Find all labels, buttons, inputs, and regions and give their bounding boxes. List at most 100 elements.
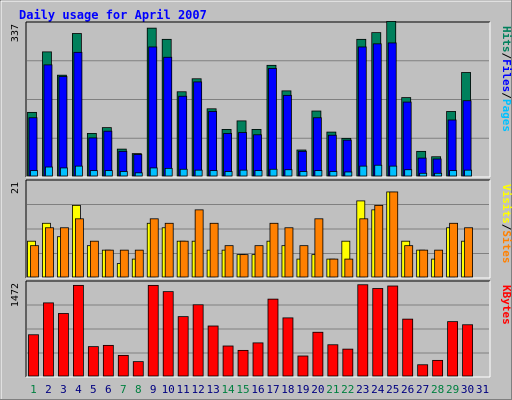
pages-bar: [314, 170, 323, 177]
x-tick-label: 19: [296, 383, 309, 396]
x-tick-label: 3: [60, 383, 67, 396]
pages-bar: [344, 171, 353, 177]
pages-bar: [209, 170, 218, 177]
legend-sites: Sites: [500, 230, 512, 263]
kbytes-bar: [162, 291, 174, 377]
kbytes-bar: [117, 354, 129, 377]
kbytes-bar: [207, 325, 219, 377]
pages-bar: [464, 169, 472, 177]
sites-bar: [359, 218, 369, 278]
chart-title: Daily usage for April 2007: [19, 8, 207, 22]
x-tick-label: 14: [221, 383, 235, 396]
kbytes-bar: [357, 284, 369, 377]
kbytes-bar: [297, 355, 309, 377]
x-tick-label: 7: [120, 383, 127, 396]
files-bar: [238, 132, 247, 177]
files-bar: [28, 117, 38, 177]
x-tick-label: 30: [461, 383, 474, 396]
files-bar: [462, 100, 472, 177]
files-bar: [268, 68, 277, 177]
x-tick-label: 31: [476, 383, 489, 396]
sites-bar: [224, 245, 234, 278]
pages-bar: [329, 171, 338, 177]
x-tick-label: 15: [236, 383, 249, 396]
sites-bar: [134, 249, 144, 278]
files-bar: [342, 139, 352, 177]
ymax-label-hits: 337: [10, 24, 21, 42]
legend-hits-files-pages: Hits/Files/Pages: [500, 26, 512, 132]
kbytes-bar: [222, 345, 234, 377]
pages-bar: [164, 167, 173, 177]
kbytes-bar: [58, 313, 69, 377]
x-tick-label: 23: [356, 383, 369, 396]
kbytes-bar: [372, 288, 384, 377]
files-bar: [402, 101, 412, 177]
pages-bar: [75, 165, 83, 177]
legend-kbytes: KBytes: [500, 285, 512, 325]
legend-visits: Visits: [500, 184, 512, 224]
sites-bar: [269, 222, 279, 278]
sites-bar: [194, 209, 204, 278]
files-bar: [103, 130, 113, 177]
x-tick-label: 20: [311, 383, 324, 396]
kbytes-bar: [402, 318, 414, 377]
legend-files: Files: [500, 59, 512, 92]
files-bar: [447, 119, 457, 177]
kbytes-bar: [177, 316, 189, 377]
sites-bar: [209, 222, 219, 278]
x-tick-label: 17: [266, 383, 279, 396]
sites-bar: [299, 245, 309, 278]
files-bar: [208, 111, 218, 177]
pages-bar: [149, 167, 158, 177]
legend-sep: /: [500, 224, 512, 231]
x-tick-label: 6: [105, 383, 112, 396]
x-tick-label: 5: [90, 383, 97, 396]
kbytes-bar: [342, 348, 354, 377]
sites-bar: [344, 258, 354, 278]
sites-bar: [119, 249, 129, 278]
files-bar: [43, 64, 53, 177]
sites-bar: [45, 227, 54, 278]
kbytes-bar: [447, 321, 458, 377]
pages-bar: [194, 169, 203, 177]
pages-bar: [254, 170, 263, 177]
sites-bar: [254, 245, 264, 278]
x-tick-label: 8: [135, 383, 142, 396]
pages-bar: [239, 169, 248, 177]
pages-bar: [284, 169, 293, 177]
files-bar: [223, 133, 232, 177]
pages-bar: [299, 171, 308, 177]
kbytes-bar: [87, 346, 99, 377]
sites-bar: [314, 218, 324, 278]
files-bar: [148, 46, 158, 177]
x-tick-label: 16: [251, 383, 264, 396]
sites-bar: [164, 222, 174, 278]
pages-bar: [45, 166, 53, 177]
legend-kbytes: KBytes: [500, 285, 512, 325]
x-tick-label: 25: [386, 383, 399, 396]
x-tick-label: 24: [371, 383, 385, 396]
pages-bar: [179, 168, 188, 177]
pages-bar: [419, 172, 428, 177]
legend-sep: /: [500, 92, 512, 99]
panel-visits_sites: [25, 179, 491, 279]
files-bar: [312, 117, 322, 177]
kbytes-bar: [462, 324, 473, 377]
pages-bar: [224, 171, 233, 177]
kbytes-bar: [252, 342, 264, 377]
kbytes-bar: [267, 298, 279, 377]
kbytes-bar: [192, 304, 204, 377]
x-tick-label: 9: [150, 383, 157, 396]
kbytes-bar: [387, 285, 399, 377]
files-bar: [58, 76, 68, 177]
kbytes-bar: [432, 359, 444, 377]
panel-kbytes: [25, 280, 491, 378]
kbytes-bar: [73, 284, 84, 377]
panel-hits_files_pages: [25, 21, 491, 178]
x-tick-label: 10: [162, 383, 175, 396]
kbytes-bar: [312, 331, 324, 377]
sites-bar: [284, 227, 294, 278]
pages-bar: [449, 170, 457, 177]
sites-bar: [449, 222, 458, 278]
kbytes-bar: [132, 361, 144, 377]
